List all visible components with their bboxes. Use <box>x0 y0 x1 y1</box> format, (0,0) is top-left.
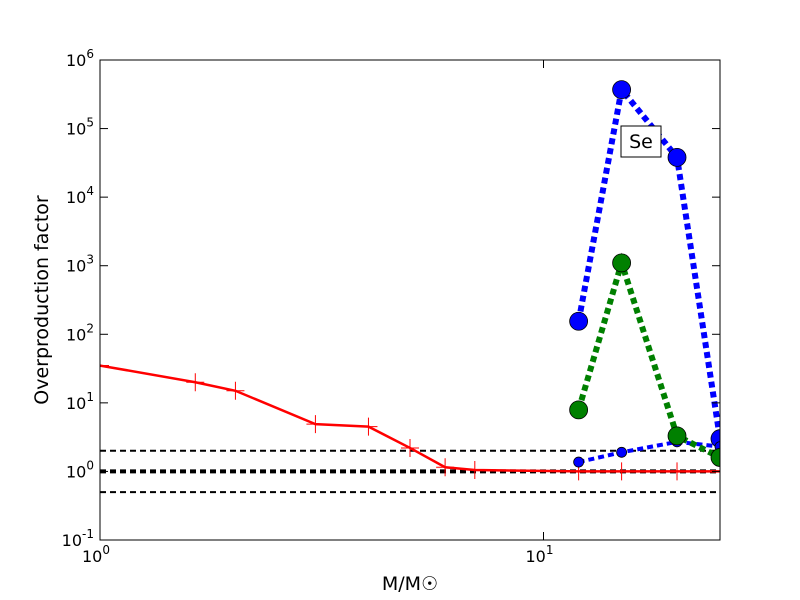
marker <box>465 460 484 479</box>
series-line <box>575 82 720 440</box>
marker <box>436 458 455 477</box>
marker <box>710 448 720 467</box>
marker <box>306 415 325 434</box>
series-line <box>575 252 720 461</box>
marker <box>616 446 628 458</box>
marker <box>401 438 419 457</box>
marker <box>100 356 109 375</box>
marker <box>668 462 687 481</box>
series-line <box>578 439 720 465</box>
annotation-box <box>620 125 662 158</box>
marker <box>226 381 245 400</box>
marker <box>186 373 205 392</box>
annotation: Se <box>629 131 653 153</box>
marker <box>612 462 631 481</box>
series-line <box>100 364 720 473</box>
axes-frame <box>99 59 721 541</box>
y-axis-label: Overproduction factor <box>31 195 53 405</box>
marker <box>667 147 687 167</box>
marker <box>569 400 589 420</box>
marker <box>569 311 589 331</box>
plot-area <box>100 80 720 494</box>
marker <box>359 417 378 436</box>
marker <box>573 456 585 468</box>
marker <box>612 253 632 273</box>
marker <box>667 426 687 446</box>
marker <box>612 80 632 100</box>
x-axis-label: M/M☉ <box>382 573 438 595</box>
